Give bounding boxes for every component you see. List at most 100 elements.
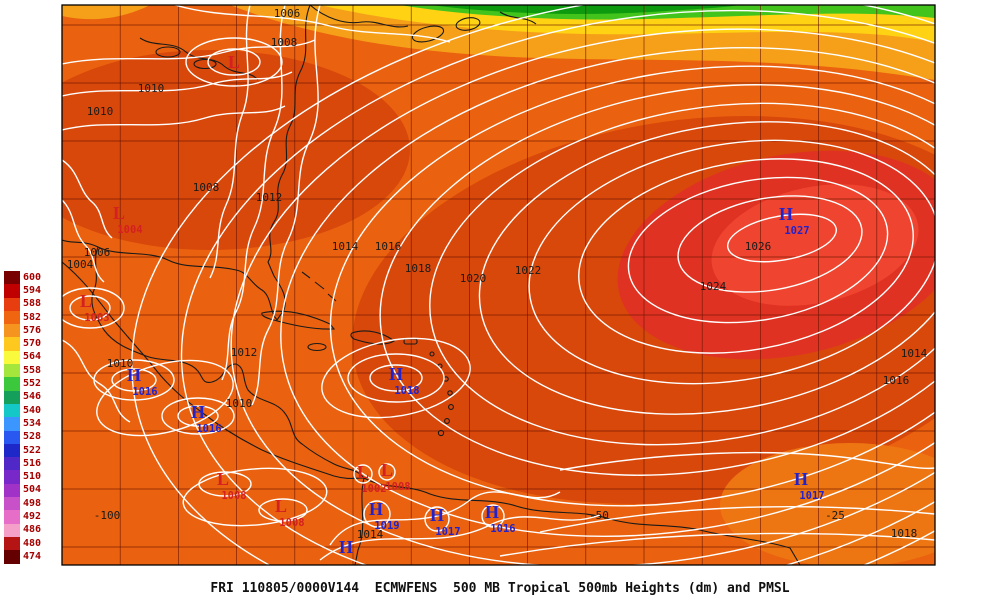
low-pressure-marker: L <box>80 291 92 311</box>
isobar-ring <box>677 195 863 293</box>
legend-color-swatch <box>4 417 20 431</box>
high-pressure-value: 1016 <box>490 523 515 535</box>
legend-value-label: 552 <box>23 378 42 390</box>
isobar-ring <box>131 5 935 565</box>
legend-color-swatch <box>4 350 20 365</box>
legend-color-swatch <box>4 470 20 484</box>
low-pressure-marker: L <box>113 203 125 223</box>
legend-entry: 594 <box>4 284 42 298</box>
high-pressure-value: 1017 <box>435 526 460 538</box>
low-pressure-value: 1008 <box>385 481 410 493</box>
legend-color-swatch <box>4 284 20 298</box>
isobar-label: 1014 <box>332 240 359 253</box>
isobar-label: 1012 <box>231 346 258 359</box>
isobar-label: 1016 <box>375 240 402 253</box>
chart-caption: FRI 110805/0000V144 ECMWFENS 500 MB Trop… <box>210 581 790 596</box>
legend-value-label: 600 <box>23 271 42 283</box>
isobar-label: 1016 <box>883 374 910 387</box>
low-pressure-marker: L <box>381 460 393 480</box>
high-pressure-value: 1017 <box>799 490 824 502</box>
high-pressure-value: 1019 <box>374 520 399 532</box>
high-pressure-marker: H <box>191 402 205 422</box>
high-pressure-marker: H <box>794 469 808 489</box>
legend-value-label: 576 <box>23 324 42 336</box>
legend-value-label: 570 <box>23 338 42 350</box>
isobar-ring <box>528 139 935 385</box>
legend-entry: 516 <box>4 457 41 471</box>
low-pressure-value: 1008 <box>221 490 246 502</box>
high-pressure-marker: H <box>779 204 793 224</box>
legend-color-swatch <box>4 337 20 351</box>
isobar-ring <box>230 28 935 565</box>
isobar-ring <box>727 213 837 263</box>
legend-value-label: 582 <box>23 311 42 323</box>
isobar-ring <box>627 176 889 324</box>
low-pressure-value: 1002 <box>361 483 386 495</box>
isobar-contour-layer <box>62 5 935 561</box>
high-pressure-marker: H <box>127 365 141 385</box>
subtropical-high-rings <box>131 5 935 565</box>
legend-entry: 480 <box>4 536 42 551</box>
legend-entry: 486 <box>4 523 41 537</box>
legend-color-swatch <box>4 403 20 418</box>
legend-color-swatch <box>4 536 20 551</box>
legend-value-label: 480 <box>23 537 42 549</box>
legend-value-label: 588 <box>23 298 42 310</box>
legend-value-label: 546 <box>23 391 42 403</box>
isobar-label: 1008 <box>271 36 298 49</box>
legend-color-swatch <box>4 550 20 564</box>
legend-color-swatch <box>4 390 20 404</box>
legend-entry: 570 <box>4 337 42 351</box>
isobar-label: 1024 <box>700 280 727 293</box>
legend-value-label: 534 <box>23 417 42 429</box>
isobar-ring <box>180 9 935 565</box>
isobar-label: 1022 <box>515 264 542 277</box>
legend-color-swatch <box>4 523 20 537</box>
high-pressure-marker: H <box>339 537 353 557</box>
legend-color-swatch <box>4 310 20 325</box>
legend-value-label: 492 <box>23 510 42 522</box>
high-pressure-value: 1016 <box>132 386 157 398</box>
longitude-label: -50 <box>589 509 609 522</box>
high-pressure-marker: H <box>485 502 499 522</box>
isobar-ring <box>429 102 935 446</box>
legend-entry: 522 <box>4 443 42 458</box>
isobar-label: 1020 <box>460 272 487 285</box>
legend-entry: 540 <box>4 403 42 418</box>
legend-entry: 510 <box>4 470 41 484</box>
legend-color-swatch <box>4 430 20 444</box>
legend-entry: 492 <box>4 510 42 524</box>
isobar-label: 1012 <box>256 191 283 204</box>
legend-color-swatch <box>4 497 20 511</box>
isobar-label: 1010 <box>87 105 114 118</box>
legend-value-label: 522 <box>23 444 42 456</box>
legend-entry: 588 <box>4 297 42 311</box>
legend-entry: 558 <box>4 364 42 378</box>
legend-entry: 582 <box>4 310 42 325</box>
low-pressure-marker: L <box>228 52 240 72</box>
high-pressure-value: 1027 <box>784 225 809 237</box>
legend-value-label: 498 <box>23 497 42 509</box>
legend-color-swatch <box>4 483 20 498</box>
isobar-label: 1004 <box>67 258 94 271</box>
isobar-label: 1010 <box>138 82 165 95</box>
map-border <box>61 4 936 566</box>
legend-entry: 552 <box>4 377 42 391</box>
legend-value-label: 558 <box>23 364 42 376</box>
legend-entry: 600 <box>4 271 42 285</box>
low-pressure-value: 1004 <box>117 224 142 236</box>
legend-value-label: 540 <box>23 404 42 416</box>
isobar-label: 1014 <box>357 528 384 541</box>
isobar-label: 1018 <box>891 527 918 540</box>
legend-color-swatch <box>4 324 20 338</box>
high-pressure-marker: H <box>430 505 444 525</box>
isobar-ring <box>578 158 914 354</box>
legend-value-label: 594 <box>23 284 42 296</box>
high-pressure-marker: H <box>369 499 383 519</box>
legend-value-label: 504 <box>23 484 42 496</box>
longitude-label: -100 <box>94 509 121 522</box>
legend-entry: 528 <box>4 430 41 444</box>
legend-color-swatch <box>4 510 20 524</box>
